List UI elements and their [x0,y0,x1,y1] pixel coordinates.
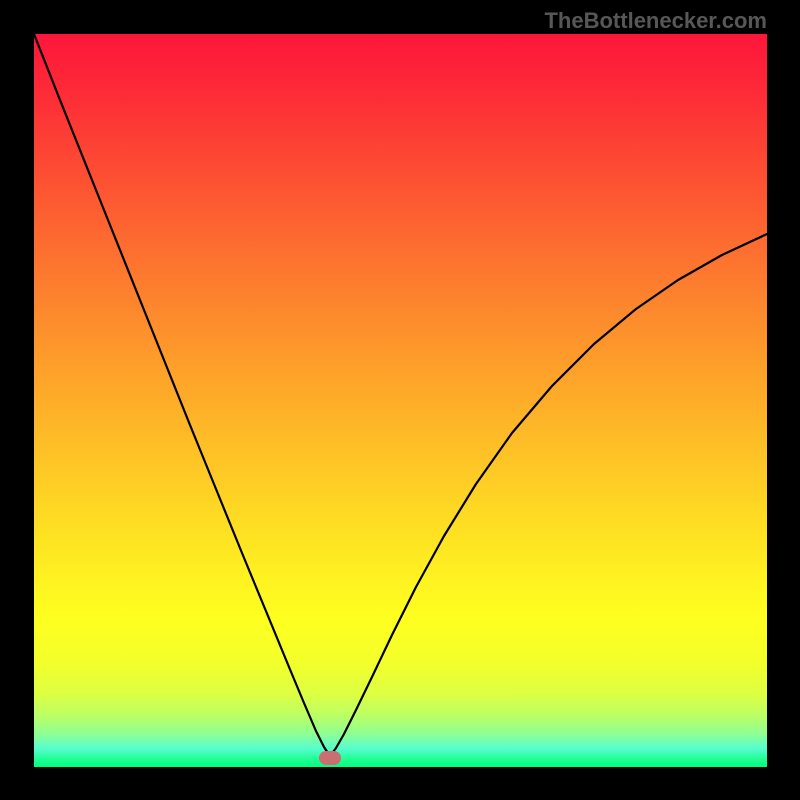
optimum-marker [319,751,341,765]
bottleneck-curve [34,34,767,767]
chart-frame: TheBottlenecker.com [0,0,800,800]
watermark-text: TheBottlenecker.com [544,8,767,34]
